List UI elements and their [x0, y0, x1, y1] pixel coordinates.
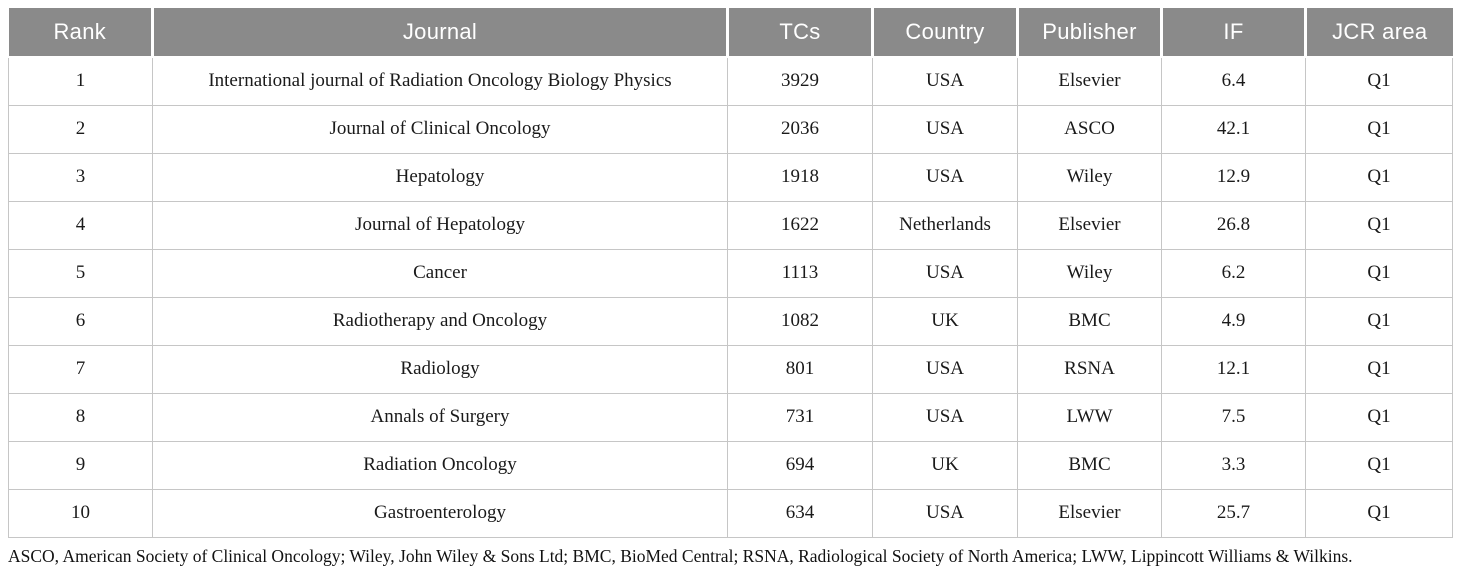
table-footnote: ASCO, American Society of Clinical Oncol… — [8, 545, 1353, 566]
cell-journal: Radiology — [152, 344, 728, 394]
cell-impact: 6.4 — [1161, 56, 1306, 106]
cell-tcs: 1082 — [727, 296, 873, 346]
cell-tcs: 2036 — [727, 104, 873, 154]
cell-rank: 1 — [8, 56, 153, 106]
table-row: 2 Journal of Clinical Oncology 2036 USA ASCO… — [8, 104, 1453, 154]
table-row: 3 Hepatology 1918 USA Wiley 12.9 Q1 — [8, 152, 1453, 202]
table-row: 5 Cancer 1113 USA Wiley 6.2 Q1 — [8, 248, 1453, 298]
cell-jcr: Q1 — [1305, 392, 1453, 442]
cell-journal: Cancer — [152, 248, 728, 298]
cell-country: USA — [872, 152, 1018, 202]
page: Rank Journal TCs Country Publisher IF JCR area… — [8, 8, 1453, 566]
cell-jcr: Q1 — [1305, 56, 1453, 106]
cell-publisher: ASCO — [1017, 104, 1162, 154]
table-row: 10 Gastroenterology 634 USA Elsevier 25.7 Q1 — [8, 488, 1453, 538]
cell-tcs: 731 — [727, 392, 873, 442]
cell-journal: International journal of Radiation Oncol… — [152, 56, 728, 106]
column-header-journal: Journal — [151, 8, 728, 58]
table-row: 4 Journal of Hepatology 1622 Netherlands Els… — [8, 200, 1453, 250]
cell-journal: Radiation Oncology — [152, 440, 728, 490]
cell-impact: 3.3 — [1161, 440, 1306, 490]
cell-rank: 2 — [8, 104, 153, 154]
cell-country: USA — [872, 248, 1018, 298]
cell-jcr: Q1 — [1305, 488, 1453, 538]
column-header-publisher: Publisher — [1016, 8, 1162, 58]
cell-tcs: 634 — [727, 488, 873, 538]
header-row: Rank Journal TCs Country Publisher IF JCR area — [8, 8, 1453, 58]
cell-jcr: Q1 — [1305, 152, 1453, 202]
cell-journal: Radiotherapy and Oncology — [152, 296, 728, 346]
cell-publisher: BMC — [1017, 296, 1162, 346]
cell-impact: 42.1 — [1161, 104, 1306, 154]
cell-country: USA — [872, 488, 1018, 538]
cell-tcs: 1113 — [727, 248, 873, 298]
cell-rank: 6 — [8, 296, 153, 346]
cell-publisher: Wiley — [1017, 152, 1162, 202]
cell-rank: 5 — [8, 248, 153, 298]
cell-jcr: Q1 — [1305, 248, 1453, 298]
column-header-tcs: TCs — [726, 8, 873, 58]
cell-publisher: Elsevier — [1017, 200, 1162, 250]
cell-impact: 7.5 — [1161, 392, 1306, 442]
cell-tcs: 1918 — [727, 152, 873, 202]
cell-publisher: Elsevier — [1017, 56, 1162, 106]
cell-country: USA — [872, 56, 1018, 106]
table-body: 1 International journal of Radiation Onco… — [8, 56, 1453, 538]
column-header-country: Country — [871, 8, 1018, 58]
cell-rank: 9 — [8, 440, 153, 490]
cell-impact: 6.2 — [1161, 248, 1306, 298]
column-header-impact: IF — [1160, 8, 1306, 58]
cell-journal: Journal of Hepatology — [152, 200, 728, 250]
cell-tcs: 1622 — [727, 200, 873, 250]
cell-publisher: BMC — [1017, 440, 1162, 490]
cell-impact: 25.7 — [1161, 488, 1306, 538]
cell-impact: 12.1 — [1161, 344, 1306, 394]
cell-impact: 4.9 — [1161, 296, 1306, 346]
cell-jcr: Q1 — [1305, 200, 1453, 250]
table-row: 6 Radiotherapy and Oncology 1082 UK BMC 4.9 Q1 — [8, 296, 1453, 346]
cell-country: UK — [872, 296, 1018, 346]
cell-publisher: RSNA — [1017, 344, 1162, 394]
cell-impact: 12.9 — [1161, 152, 1306, 202]
cell-country: UK — [872, 440, 1018, 490]
column-header-jcr: JCR area — [1304, 8, 1453, 58]
column-header-rank: Rank — [8, 8, 153, 58]
cell-rank: 7 — [8, 344, 153, 394]
cell-publisher: LWW — [1017, 392, 1162, 442]
journals-table: Rank Journal TCs Country Publisher IF JCR area… — [8, 8, 1453, 538]
table-row: 7 Radiology 801 USA RSNA 12.1 Q1 — [8, 344, 1453, 394]
cell-jcr: Q1 — [1305, 440, 1453, 490]
cell-jcr: Q1 — [1305, 104, 1453, 154]
cell-tcs: 801 — [727, 344, 873, 394]
cell-tcs: 694 — [727, 440, 873, 490]
cell-journal: Gastroenterology — [152, 488, 728, 538]
cell-journal: Annals of Surgery — [152, 392, 728, 442]
cell-rank: 4 — [8, 200, 153, 250]
table-row: 8 Annals of Surgery 731 USA LWW 7.5 Q1 — [8, 392, 1453, 442]
cell-publisher: Wiley — [1017, 248, 1162, 298]
cell-country: Netherlands — [872, 200, 1018, 250]
cell-country: USA — [872, 344, 1018, 394]
cell-country: USA — [872, 392, 1018, 442]
cell-tcs: 3929 — [727, 56, 873, 106]
table-row: 1 International journal of Radiation Onco… — [8, 56, 1453, 106]
cell-country: USA — [872, 104, 1018, 154]
cell-impact: 26.8 — [1161, 200, 1306, 250]
cell-jcr: Q1 — [1305, 296, 1453, 346]
cell-rank: 3 — [8, 152, 153, 202]
cell-rank: 10 — [8, 488, 153, 538]
cell-journal: Journal of Clinical Oncology — [152, 104, 728, 154]
cell-journal: Hepatology — [152, 152, 728, 202]
table-header: Rank Journal TCs Country Publisher IF JCR area — [8, 8, 1453, 58]
table-row: 9 Radiation Oncology 694 UK BMC 3.3 Q1 — [8, 440, 1453, 490]
cell-publisher: Elsevier — [1017, 488, 1162, 538]
cell-rank: 8 — [8, 392, 153, 442]
cell-jcr: Q1 — [1305, 344, 1453, 394]
